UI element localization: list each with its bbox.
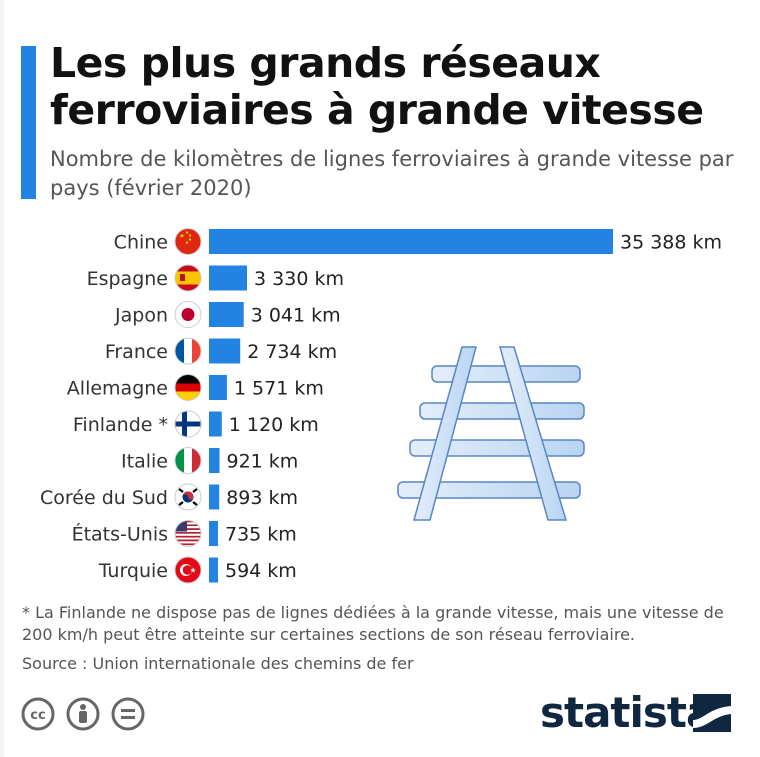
cc-icon[interactable]: cc — [21, 697, 55, 731]
bar — [209, 557, 218, 583]
railway-track-icon — [397, 346, 585, 521]
bar — [209, 448, 220, 473]
footnote: * La Finlande ne dispose pas de lignes d… — [22, 603, 724, 644]
flag-south-korea-icon — [174, 483, 202, 511]
bar — [209, 229, 613, 254]
flag-spain-icon — [174, 264, 202, 292]
category-label: États-Unis — [72, 523, 168, 546]
attribution-icon[interactable] — [66, 697, 100, 731]
statista-logo[interactable]: statista — [540, 688, 714, 737]
bar-chart: Chine 35 388 km Espagne 3 330 km Japon 3 041 … — [40, 228, 722, 584]
source-text: Source : Union internationale des chemin… — [22, 654, 414, 673]
value-label: 2 734 km — [247, 341, 337, 363]
flag-usa-icon — [174, 520, 202, 547]
flag-france-icon — [174, 337, 202, 365]
category-label: Italie — [121, 451, 168, 473]
no-derivatives-icon[interactable] — [111, 697, 145, 731]
title-accent-bar — [21, 46, 36, 199]
value-label: 893 km — [226, 487, 298, 509]
bar — [209, 265, 248, 291]
value-label: 594 km — [225, 560, 297, 582]
value-label: 735 km — [225, 524, 297, 546]
value-label: 3 330 km — [254, 268, 344, 290]
bar — [209, 338, 241, 364]
page-edge — [0, 0, 4, 757]
category-label: Corée du Sud — [40, 487, 168, 509]
bar — [209, 484, 220, 510]
value-label: 1 120 km — [229, 414, 319, 436]
svg-text:cc: cc — [30, 708, 45, 723]
category-label: Japon — [114, 305, 168, 327]
bar — [209, 411, 222, 437]
bar — [209, 375, 227, 400]
category-label: France — [105, 341, 168, 363]
value-label: 35 388 km — [620, 232, 722, 254]
flag-germany-icon — [174, 374, 202, 401]
category-label: Finlande * — [73, 414, 168, 436]
category-label: Espagne — [87, 268, 168, 290]
flag-finland-icon — [174, 410, 202, 438]
statista-logo-icon — [693, 694, 731, 732]
chart-title: Les plus grands réseaux ferroviaires à g… — [50, 39, 704, 134]
flag-japan-icon — [174, 301, 202, 328]
value-label: 921 km — [227, 451, 299, 473]
flag-china-icon — [174, 228, 202, 255]
value-label: 1 571 km — [234, 378, 324, 400]
category-label: Chine — [114, 232, 168, 254]
category-label: Allemagne — [67, 378, 168, 400]
bar — [209, 521, 218, 546]
flag-turkey-icon — [174, 556, 202, 584]
category-label: Turquie — [98, 560, 168, 582]
chart-subtitle: Nombre de kilomètres de lignes ferroviai… — [50, 147, 734, 200]
value-label: 3 041 km — [251, 305, 341, 327]
bar — [209, 302, 244, 327]
flag-italy-icon — [174, 447, 202, 474]
